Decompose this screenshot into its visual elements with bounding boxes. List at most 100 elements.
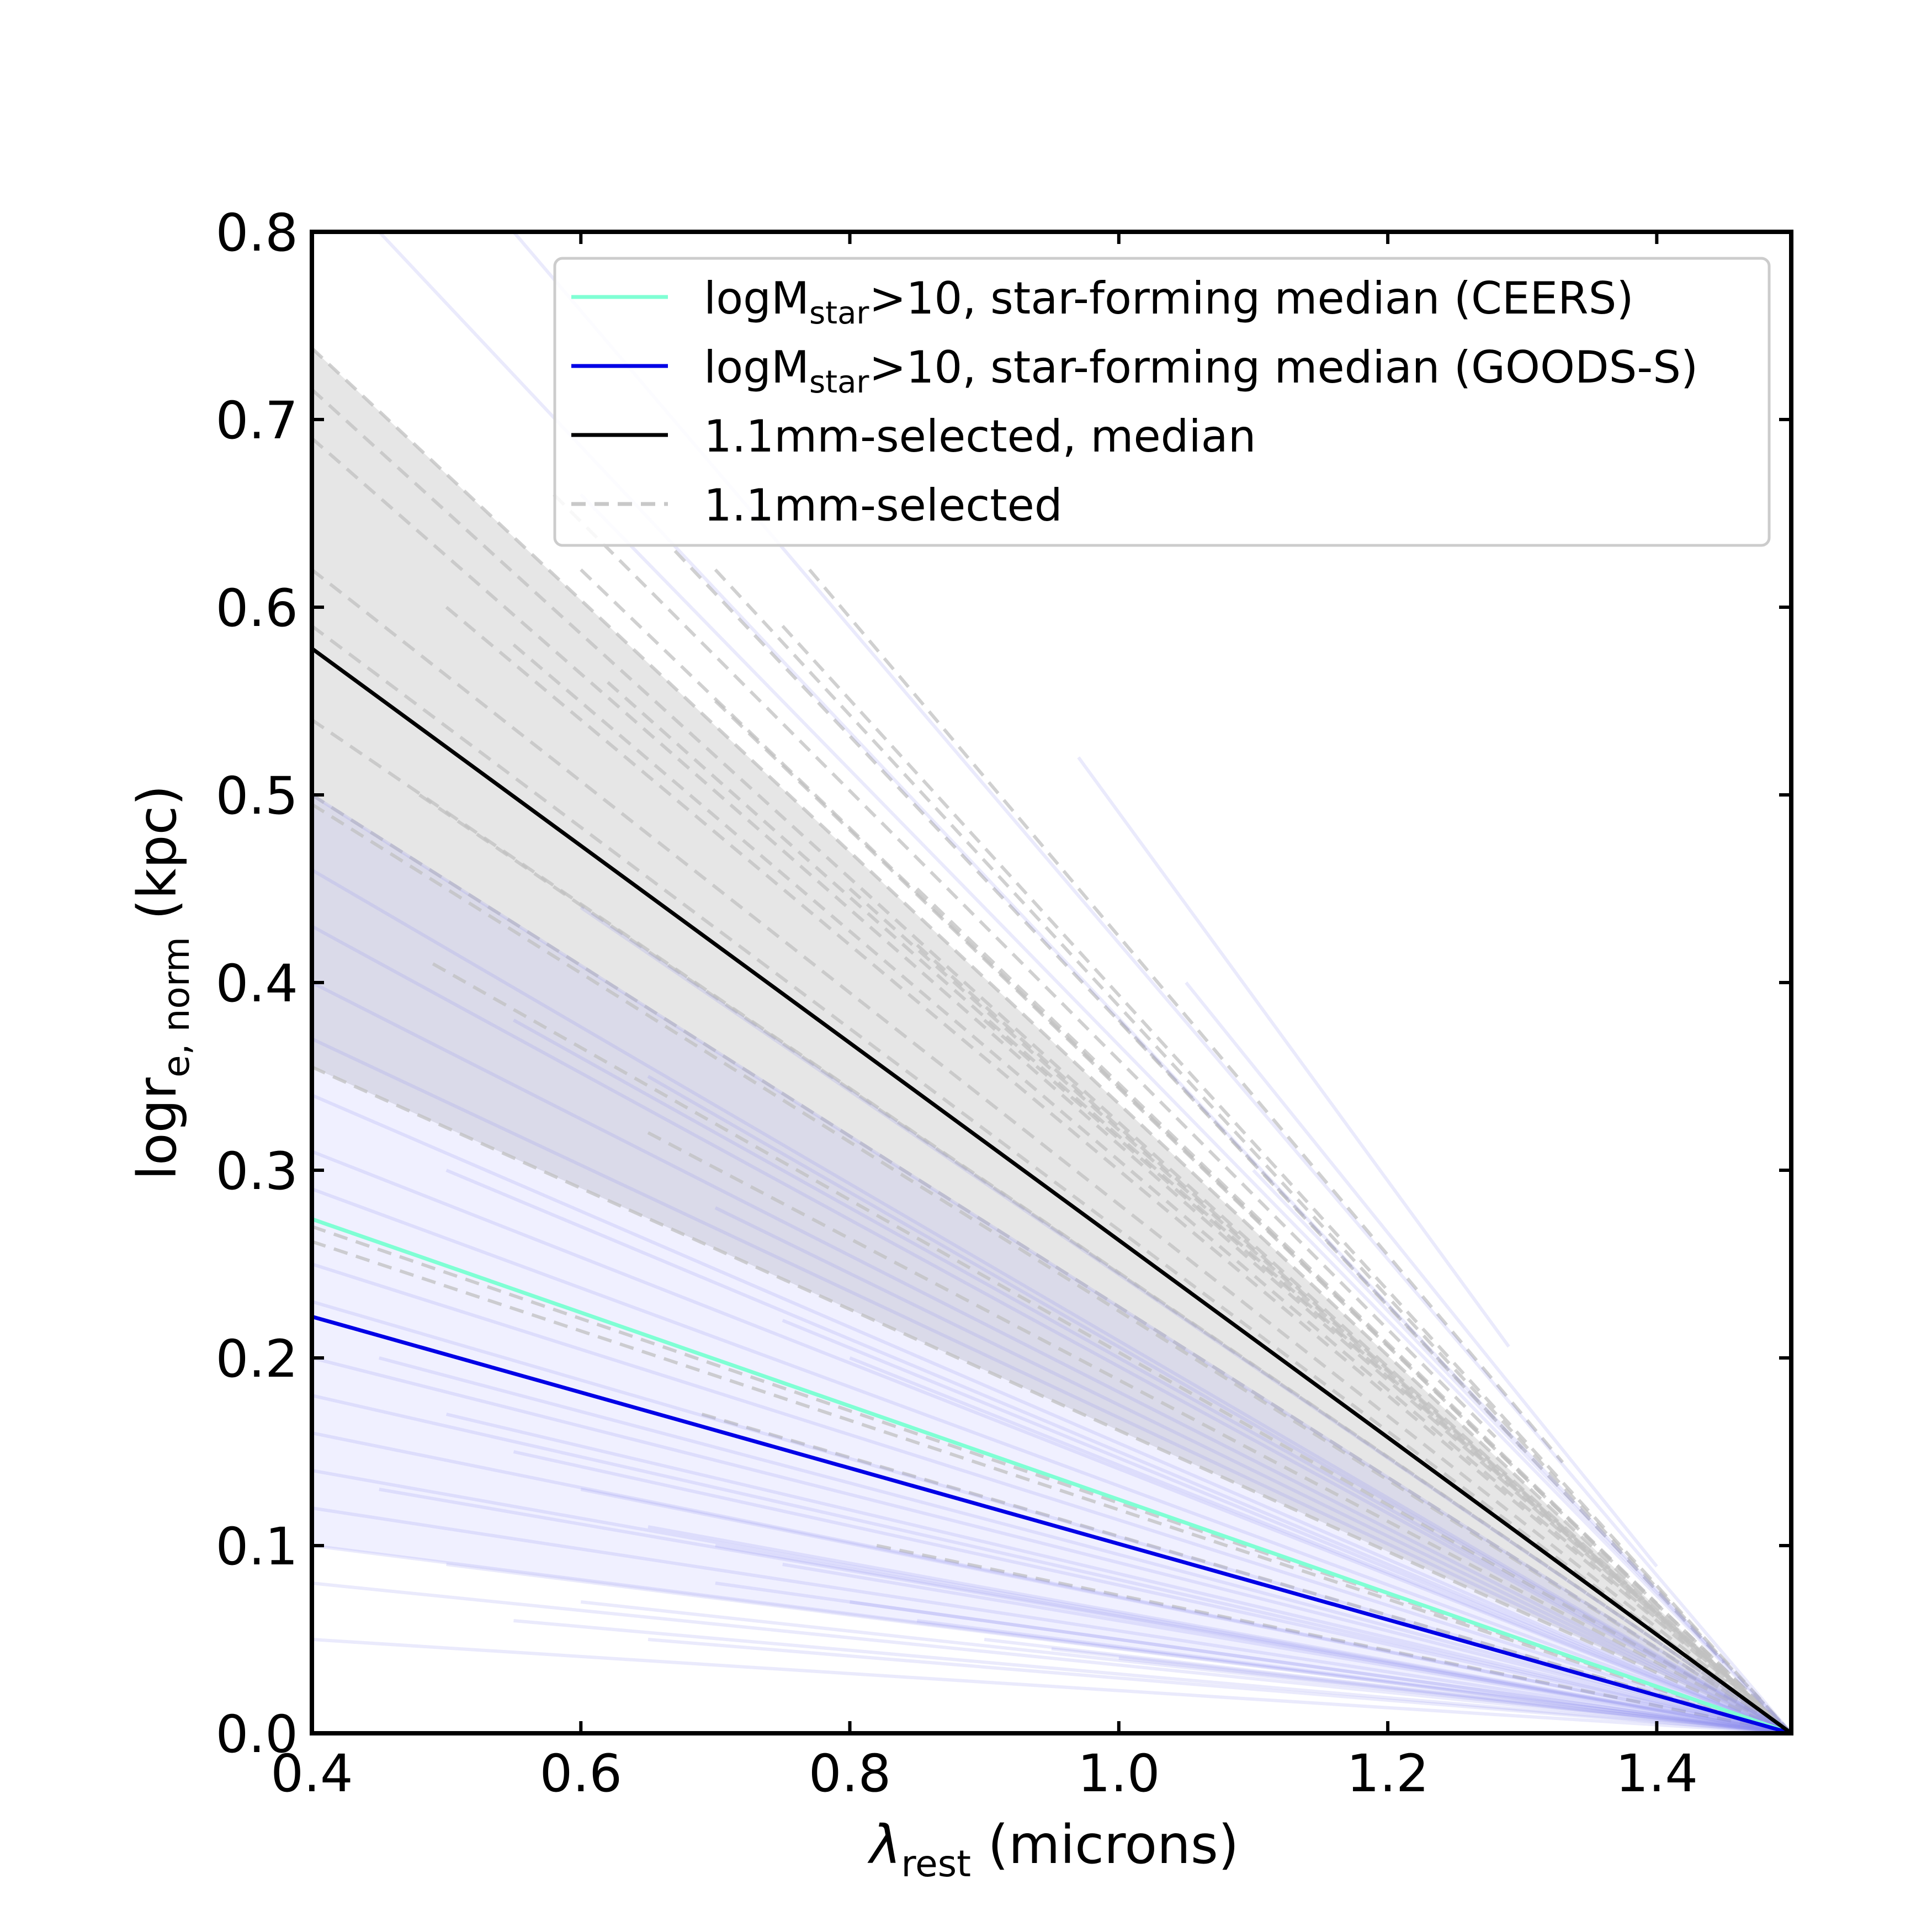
mm-line-5 xyxy=(312,624,1791,1733)
sf-line-23 xyxy=(513,1450,1791,1733)
sf-line-47 xyxy=(1077,756,1510,1348)
mm-line-18 xyxy=(714,699,1791,1733)
shaded-bands xyxy=(312,348,1791,1733)
y-tick-label: 0.1 xyxy=(216,1517,299,1577)
sf-line-15 xyxy=(312,1506,1791,1733)
sf-line-17 xyxy=(312,1581,1791,1733)
band-1 xyxy=(312,348,1791,1733)
mm-line-30 xyxy=(916,887,1658,1605)
x-tick-labels: 0.4 0.6 0.8 1.0 1.2 1.4 xyxy=(270,1744,1698,1804)
legend-label-1: logMstar>10, star-forming median (CEERS) xyxy=(704,273,1634,331)
mm-line-22 xyxy=(916,943,1791,1733)
sf-line-42 xyxy=(782,1319,1791,1733)
y-axis-label: logre, norm (kpc) xyxy=(126,785,198,1180)
sf-line-41 xyxy=(714,1206,1791,1733)
sf-line-35 xyxy=(1051,1647,1791,1733)
sf-line-8 xyxy=(312,1187,1791,1733)
sf-line-48 xyxy=(1185,981,1658,1568)
sf-line-5 xyxy=(312,1037,1791,1733)
sf-line-25 xyxy=(580,1488,1791,1733)
mm-line-26 xyxy=(647,1131,1791,1733)
sf-line-9 xyxy=(312,1262,1791,1733)
sf-line-36 xyxy=(1118,1657,1791,1733)
sf-line-10 xyxy=(312,1300,1791,1733)
sf-line-3 xyxy=(312,925,1791,1733)
x-tick-label: 1.4 xyxy=(1616,1744,1699,1804)
sf-line-38 xyxy=(512,1018,1791,1733)
sf-line-16 xyxy=(312,1544,1791,1733)
legend-label-3: 1.1mm-selected, median xyxy=(704,411,1256,462)
median-line-2 xyxy=(312,1314,1791,1733)
sf-line-20 xyxy=(379,1488,1791,1733)
mm-line-27 xyxy=(553,493,1497,1439)
mm-line-24 xyxy=(701,1413,1791,1733)
sf-line-40 xyxy=(647,1075,1791,1733)
sf-line-7 xyxy=(312,1150,1791,1733)
sf-line-28 xyxy=(647,1638,1791,1733)
mm-line-15 xyxy=(512,643,1791,1733)
y-tick-labels: 0.0 0.1 0.2 0.3 0.4 0.5 0.6 0.7 0.8 xyxy=(216,203,299,1765)
mm-line-8 xyxy=(312,803,1791,1733)
y-tick-label: 0.2 xyxy=(216,1329,299,1389)
mm-line-7 xyxy=(312,793,1791,1733)
x-tick-label: 1.2 xyxy=(1346,1744,1429,1804)
y-tick-label: 0.6 xyxy=(216,578,299,639)
mm-line-14 xyxy=(445,606,1791,1733)
sf-line-33 xyxy=(916,1619,1791,1733)
sf-line-31 xyxy=(782,1563,1791,1733)
sf-line-2 xyxy=(312,868,1791,1733)
sf-line-27 xyxy=(647,1525,1791,1733)
mm-line-4 xyxy=(312,568,1791,1733)
x-tick-label: 0.6 xyxy=(540,1744,623,1804)
sf-line-30 xyxy=(715,1581,1791,1733)
y-tick-label: 0.0 xyxy=(216,1705,299,1765)
median-line-1 xyxy=(312,1217,1791,1733)
y-tick-label: 0.3 xyxy=(216,1142,299,1202)
legend-label-4: 1.1mm-selected xyxy=(704,480,1063,531)
legend-label-2: logMstar>10, star-forming median (GOODS-… xyxy=(704,342,1698,400)
sf-line-4 xyxy=(312,981,1791,1733)
sf-line-26 xyxy=(580,1600,1791,1733)
sf-line-34 xyxy=(984,1638,1791,1733)
mm-line-19 xyxy=(714,568,1791,1733)
y-tick-label: 0.4 xyxy=(216,954,299,1014)
mm-line-2 xyxy=(312,388,1791,1733)
sf-line-14 xyxy=(312,1469,1791,1733)
mm-line-13 xyxy=(432,962,1791,1733)
mm-line-9 xyxy=(312,1065,1791,1733)
mm-line-31 xyxy=(1117,1018,1726,1663)
sf-line-22 xyxy=(446,1563,1791,1733)
mm-line-3 xyxy=(312,437,1791,1733)
median-line-3 xyxy=(312,646,1791,1733)
axis-ticks xyxy=(310,230,1791,1735)
y-tick-label: 0.7 xyxy=(216,391,299,451)
sf-line-19 xyxy=(379,1356,1791,1733)
sf-line-6 xyxy=(312,1094,1791,1733)
sf-line-43 xyxy=(849,1356,1791,1733)
y-tick-label: 0.5 xyxy=(216,766,299,826)
sf-line-12 xyxy=(312,1394,1791,1733)
x-tick-label: 1.0 xyxy=(1078,1744,1160,1804)
mm-line-6 xyxy=(312,718,1791,1733)
mm-line-20 xyxy=(781,624,1791,1733)
mm-line-17 xyxy=(607,681,1791,1733)
band-2 xyxy=(312,795,1791,1733)
sf-line-11 xyxy=(312,1356,1791,1733)
x-tick-label: 0.8 xyxy=(809,1744,891,1804)
legend: logMstar>10, star-forming median (CEERS)… xyxy=(553,257,1771,547)
sf-line-24 xyxy=(513,1619,1791,1733)
sf-line-21 xyxy=(445,1413,1791,1733)
sf-line-32 xyxy=(850,1600,1791,1733)
median-series xyxy=(312,646,1791,1733)
mm-line-23 xyxy=(983,1018,1791,1733)
individual-star-forming-lines xyxy=(312,232,1791,1733)
mm-line-25 xyxy=(876,1544,1791,1733)
individual-1.1mm-lines xyxy=(312,347,1791,1733)
sf-line-46 xyxy=(580,493,1791,1733)
mm-line-29 xyxy=(808,569,1564,1464)
mm-line-11 xyxy=(312,1240,1791,1733)
mm-line-1 xyxy=(312,347,1791,1733)
sf-line-13 xyxy=(312,1431,1791,1733)
x-axis-label: λrest (microns) xyxy=(867,1814,1239,1885)
